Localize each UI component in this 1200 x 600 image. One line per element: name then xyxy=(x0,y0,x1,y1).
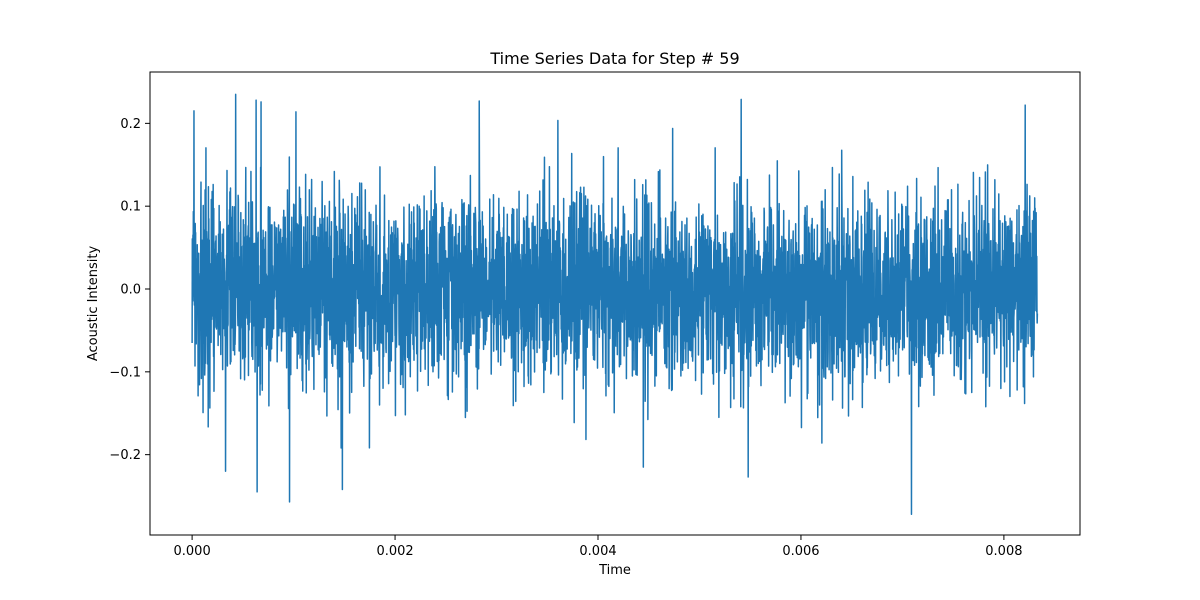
x-tick-label: 0.000 xyxy=(174,544,211,559)
y-tick-label: 0.2 xyxy=(120,117,141,132)
x-tick-label: 0.006 xyxy=(782,544,819,559)
x-axis-label: Time xyxy=(598,563,631,578)
plot-area xyxy=(191,93,1039,516)
y-axis-label: Acoustic Intensity xyxy=(86,246,101,362)
axes-frame xyxy=(149,71,1081,536)
x-tick-label: 0.008 xyxy=(985,544,1022,559)
y-tick-label: 0.1 xyxy=(120,200,141,215)
x-axis-ticks: 0.000 0.002 0.004 0.006 0.008 xyxy=(174,535,1023,559)
y-tick-label: −0.1 xyxy=(109,365,141,380)
y-tick-label: −0.2 xyxy=(109,448,141,463)
chart-title: Time Series Data for Step # 59 xyxy=(489,49,739,68)
x-tick-label: 0.002 xyxy=(376,544,413,559)
series-line xyxy=(191,93,1039,516)
y-axis-ticks: −0.2 −0.1 0.0 0.1 0.2 xyxy=(109,117,150,463)
y-tick-label: 0.0 xyxy=(120,283,141,298)
x-tick-label: 0.004 xyxy=(579,544,616,559)
